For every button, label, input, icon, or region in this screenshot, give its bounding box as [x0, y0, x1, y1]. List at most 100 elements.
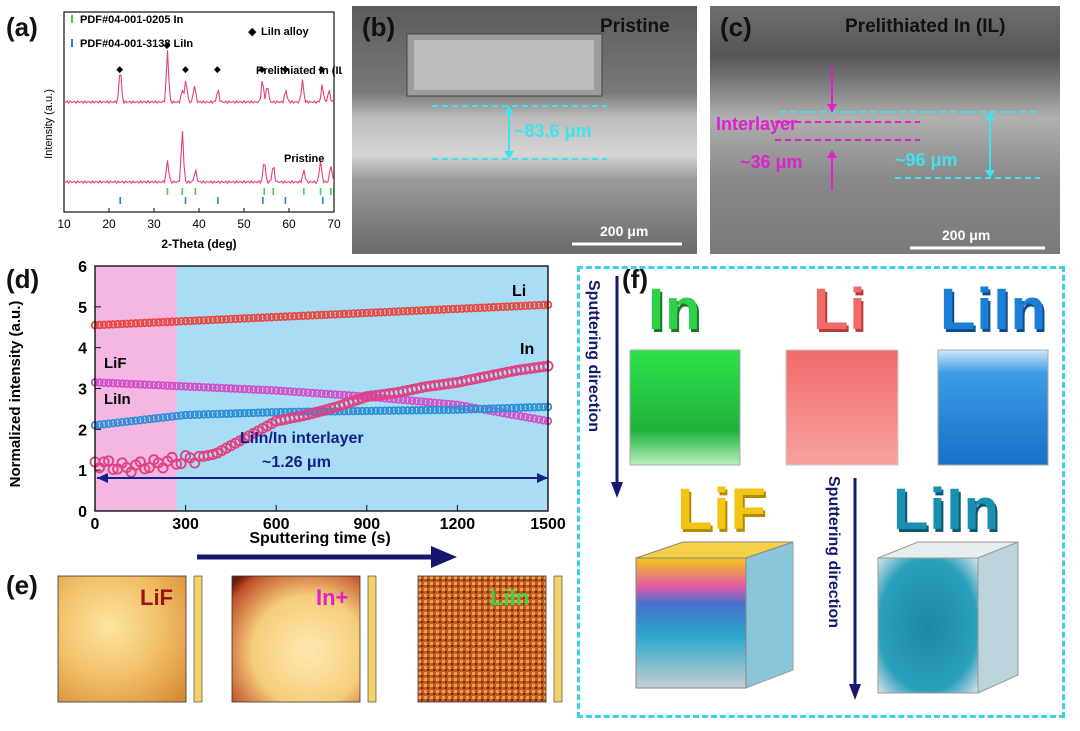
point-LiF — [253, 385, 263, 394]
point-LiIn — [163, 412, 172, 422]
xrd-legend: PDF#04-001-0205 In PDF#04-001-3138 LiIn … — [71, 14, 310, 50]
point-LiIn — [480, 404, 489, 414]
point-LiIn — [190, 410, 199, 419]
alloy-marker: ◆ — [214, 64, 221, 74]
point-LiIn — [349, 406, 358, 416]
legend-liin-text: PDF#04-001-3138 LiIn — [80, 38, 193, 50]
point-In — [139, 463, 151, 475]
point-Li — [489, 303, 498, 312]
legend-in-text: PDF#04-001-0205 In — [80, 14, 184, 26]
panel-e-label: (e) — [6, 570, 38, 600]
point-Li — [521, 301, 530, 311]
point-LiIn — [262, 408, 272, 417]
depth-ytick: 1 — [78, 463, 87, 480]
point-LiIn — [371, 406, 381, 416]
point-Li — [421, 306, 430, 315]
point-LiF — [136, 380, 145, 389]
point-LiIn — [389, 406, 399, 415]
point-LiIn — [444, 405, 453, 415]
point-Li — [208, 315, 217, 325]
point-LiF — [181, 382, 190, 391]
tof-maps: LiF In+ LiIn — [57, 575, 563, 703]
label-liin: LiIn — [104, 391, 131, 408]
panel-b-label: (b) — [362, 12, 396, 42]
point-LiIn — [267, 408, 276, 417]
f-label-liin-top: LiIn — [940, 277, 1048, 342]
point-LiIn — [258, 408, 267, 417]
point-Li — [113, 319, 122, 329]
f-label-liin-bottom: LiIn — [893, 477, 1001, 542]
depth-xlabel: Sputtering time (s) — [249, 530, 390, 546]
alloy-marker: ◆ — [182, 64, 189, 74]
point-Li — [127, 319, 136, 328]
xrd-xtick: 70 — [327, 217, 341, 231]
point-LiIn — [435, 405, 444, 415]
point-LiF — [453, 400, 462, 410]
point-Li — [430, 305, 439, 315]
panel-f-frame — [577, 266, 1065, 718]
panel-d-label: (d) — [6, 264, 40, 294]
point-Li — [104, 320, 113, 329]
depth-xtick: 1500 — [530, 516, 566, 533]
point-LiF — [240, 384, 249, 394]
xrd-chart: ◆ ◆ ◆ ◆ ◆ ◆ ◆ 10 20 30 40 50 60 70 PDF#04-001-0205 I… — [43, 11, 342, 251]
point-LiIn — [176, 411, 186, 420]
depth-ytick: 5 — [78, 300, 87, 317]
point-Li — [335, 309, 344, 319]
point-Li — [498, 302, 507, 312]
point-LiIn — [421, 405, 430, 415]
point-LiF — [231, 384, 240, 393]
point-Li — [371, 308, 381, 317]
panel-a-label: (a) — [6, 12, 38, 42]
point-Li — [276, 312, 285, 322]
point-Li — [358, 308, 367, 318]
point-LiF — [104, 378, 113, 388]
point-Li — [426, 305, 435, 315]
point-LiIn — [367, 406, 376, 416]
cube-liin-bottom — [877, 541, 1019, 694]
xrd-xtick: 10 — [57, 217, 71, 231]
point-LiIn — [448, 405, 458, 414]
point-LiF — [149, 380, 159, 390]
point-LiIn — [516, 403, 526, 412]
point-LiF — [249, 385, 258, 394]
point-LiIn — [498, 404, 507, 413]
point-Li — [235, 314, 245, 323]
point-Li — [303, 311, 313, 320]
point-LiIn — [272, 407, 281, 417]
point-Li — [281, 312, 290, 321]
point-Li — [435, 305, 444, 314]
point-LiIn — [240, 408, 249, 418]
interlayer-arrow — [97, 473, 548, 483]
depth-profile-chart: 0 300 600 900 1200 1500 0 1 2 3 4 5 6 Normalized int… — [7, 259, 566, 546]
point-LiIn — [185, 410, 195, 420]
point-LiIn — [376, 406, 385, 415]
point-LiF — [213, 383, 222, 393]
point-LiF — [131, 380, 140, 389]
point-Li — [267, 313, 276, 322]
point-LiIn — [244, 408, 254, 418]
label-lif: LiF — [104, 355, 127, 372]
point-Li — [362, 308, 371, 318]
point-LiIn — [172, 411, 181, 421]
curve-label-il: Prelithiated In (IL) — [256, 65, 342, 77]
point-In — [98, 456, 110, 468]
point-LiIn — [113, 418, 122, 427]
interlayer-value: ~1.26 μm — [262, 454, 331, 471]
point-LiF — [145, 380, 154, 390]
point-LiF — [534, 415, 544, 424]
xrd-xtick: 30 — [147, 217, 161, 231]
point-Li — [403, 306, 412, 316]
point-LiIn — [521, 403, 530, 412]
point-LiF — [154, 381, 163, 390]
point-Li — [131, 319, 140, 328]
point-Li — [512, 302, 521, 311]
interlayer-label: LiIn/In interlayer — [240, 430, 364, 447]
point-LiF — [326, 390, 335, 399]
point-LiF — [403, 396, 412, 405]
point-Li — [172, 317, 181, 326]
point-LiF — [262, 385, 272, 395]
alloy-marker: ◆ — [164, 40, 171, 50]
point-LiIn — [398, 406, 408, 415]
point-LiF — [407, 396, 417, 405]
